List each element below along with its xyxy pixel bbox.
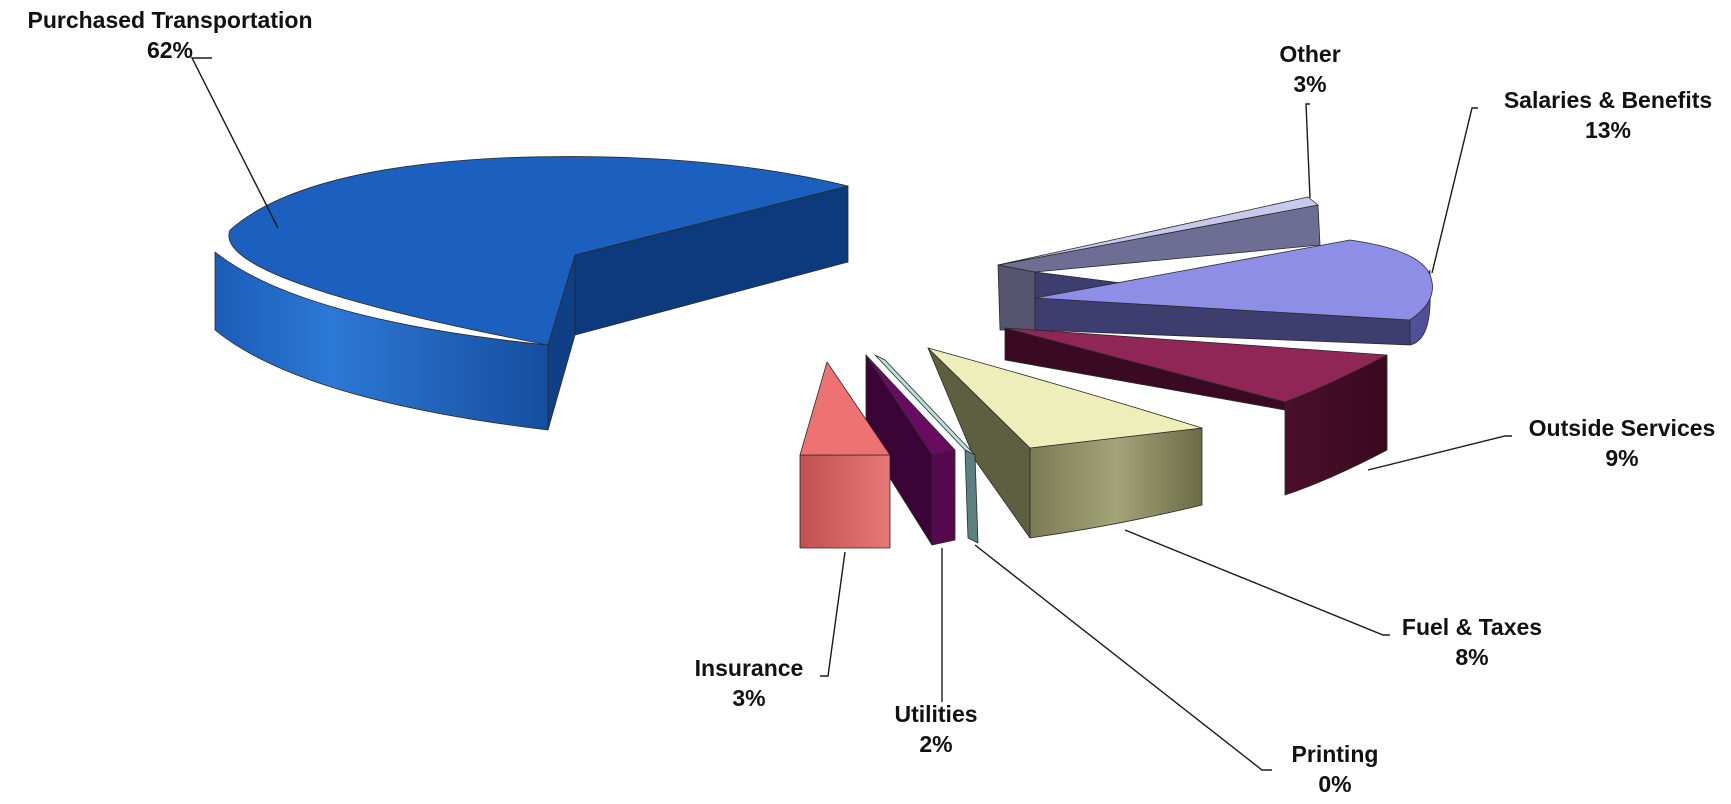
slice-other-top bbox=[997, 196, 1319, 266]
slice-salaries-and-benefits-top bbox=[1034, 239, 1433, 321]
leader-line-purchased-transportation bbox=[190, 57, 279, 229]
slice-insurance-top bbox=[799, 361, 891, 456]
label-pct-purchased-transportation: 62% bbox=[147, 37, 193, 63]
slice-utilities-top bbox=[865, 354, 956, 456]
data-label-insurance: Insurance 3% bbox=[695, 655, 804, 711]
slice-purchased-transportation bbox=[214, 156, 849, 431]
slice-fuel-and-taxes-side bbox=[1029, 427, 1203, 539]
label-name-printing: Printing bbox=[1292, 741, 1379, 767]
leader-line-salaries-and-benefits bbox=[1431, 107, 1478, 274]
data-label-printing: Printing 0% bbox=[1292, 741, 1379, 797]
leader-line-other bbox=[1305, 103, 1311, 199]
label-pct-other: 3% bbox=[1293, 71, 1326, 97]
slice-outside-services-side bbox=[1284, 354, 1388, 496]
label-name-utilities: Utilities bbox=[894, 701, 977, 727]
label-pct-utilities: 2% bbox=[919, 731, 952, 757]
slice-insurance bbox=[799, 361, 891, 549]
slice-utilities bbox=[865, 354, 956, 546]
label-pct-salaries-and-benefits: 13% bbox=[1585, 117, 1631, 143]
label-name-insurance: Insurance bbox=[695, 655, 804, 681]
slice-outside-services-top bbox=[1004, 327, 1388, 403]
label-name-purchased-transportation: Purchased Transportation bbox=[27, 7, 312, 33]
label-name-salaries-and-benefits: Salaries & Benefits bbox=[1504, 87, 1712, 113]
leader-line-printing bbox=[974, 544, 1272, 771]
data-label-utilities: Utilities 2% bbox=[894, 701, 977, 757]
leader-line-outside-services bbox=[1367, 435, 1512, 471]
slice-fuel-and-taxes-top bbox=[927, 347, 1203, 449]
slice-utilities-side bbox=[931, 449, 956, 546]
slice-printing-top bbox=[964, 449, 979, 544]
slice-salaries-and-benefits bbox=[1034, 239, 1433, 346]
slice-fuel-and-taxes bbox=[927, 347, 1203, 539]
data-label-fuel-and-taxes: Fuel & Taxes 8% bbox=[1402, 614, 1542, 670]
slice-printing bbox=[874, 354, 979, 544]
leader-line-insurance bbox=[820, 551, 846, 677]
label-pct-printing: 0% bbox=[1318, 771, 1351, 797]
leader-line-fuel-and-taxes bbox=[1124, 529, 1390, 636]
label-name-other: Other bbox=[1279, 41, 1340, 67]
label-pct-fuel-and-taxes: 8% bbox=[1455, 644, 1488, 670]
label-pct-insurance: 3% bbox=[732, 685, 765, 711]
data-label-other: Other 3% bbox=[1279, 41, 1340, 97]
label-name-outside-services: Outside Services bbox=[1529, 415, 1716, 441]
data-label-salaries-and-benefits: Salaries & Benefits 13% bbox=[1504, 87, 1712, 143]
slice-purchased-transportation-top bbox=[228, 156, 849, 346]
slice-outside-services bbox=[1004, 327, 1388, 496]
label-name-fuel-and-taxes: Fuel & Taxes bbox=[1402, 614, 1542, 640]
data-label-purchased-transportation: Purchased Transportation 62% bbox=[27, 7, 312, 63]
slice-insurance-side bbox=[799, 454, 891, 549]
slice-other-side bbox=[997, 264, 1036, 331]
data-label-outside-services: Outside Services 9% bbox=[1529, 415, 1716, 471]
label-pct-outside-services: 9% bbox=[1605, 445, 1638, 471]
slice-other bbox=[997, 196, 1321, 331]
